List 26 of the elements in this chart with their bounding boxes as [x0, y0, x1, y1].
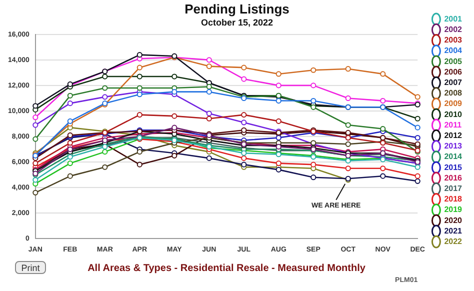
- legend-label: 2016: [444, 173, 463, 182]
- legend-label: 2002: [444, 25, 463, 34]
- chart-title: Pending Listings: [184, 1, 290, 16]
- legend-label: 2004: [444, 46, 463, 56]
- legend-label: 2012: [444, 131, 463, 140]
- legend-label: 2001: [444, 14, 463, 24]
- legend-label: 2009: [444, 99, 463, 108]
- legend-label: 2017: [444, 184, 463, 194]
- legend-label: 2020: [444, 216, 463, 225]
- legend-label: 2008: [444, 88, 463, 98]
- legend-label: 2015: [444, 162, 463, 172]
- text: All Areas & Types - Residential Resale - Measured Monthly: [88, 262, 366, 274]
- chart-subtitle: October 15, 2022: [200, 17, 274, 28]
- legend-label: 2014: [444, 152, 463, 162]
- legend-label: 2011: [444, 120, 462, 130]
- legend-label: 2019: [444, 205, 463, 214]
- legend-label: 2013: [444, 142, 463, 151]
- print-button: Print: [15, 261, 46, 274]
- legend-label: 2003: [444, 36, 463, 45]
- legend-label: 2005: [444, 56, 463, 66]
- legend-label: 2007: [444, 78, 463, 88]
- legend-label: 2006: [444, 67, 463, 76]
- legend-label: 2022: [444, 237, 463, 246]
- legend-label: 2010: [444, 110, 463, 119]
- legend-label: 2018: [444, 194, 463, 204]
- legend-label: 2021: [444, 226, 463, 236]
